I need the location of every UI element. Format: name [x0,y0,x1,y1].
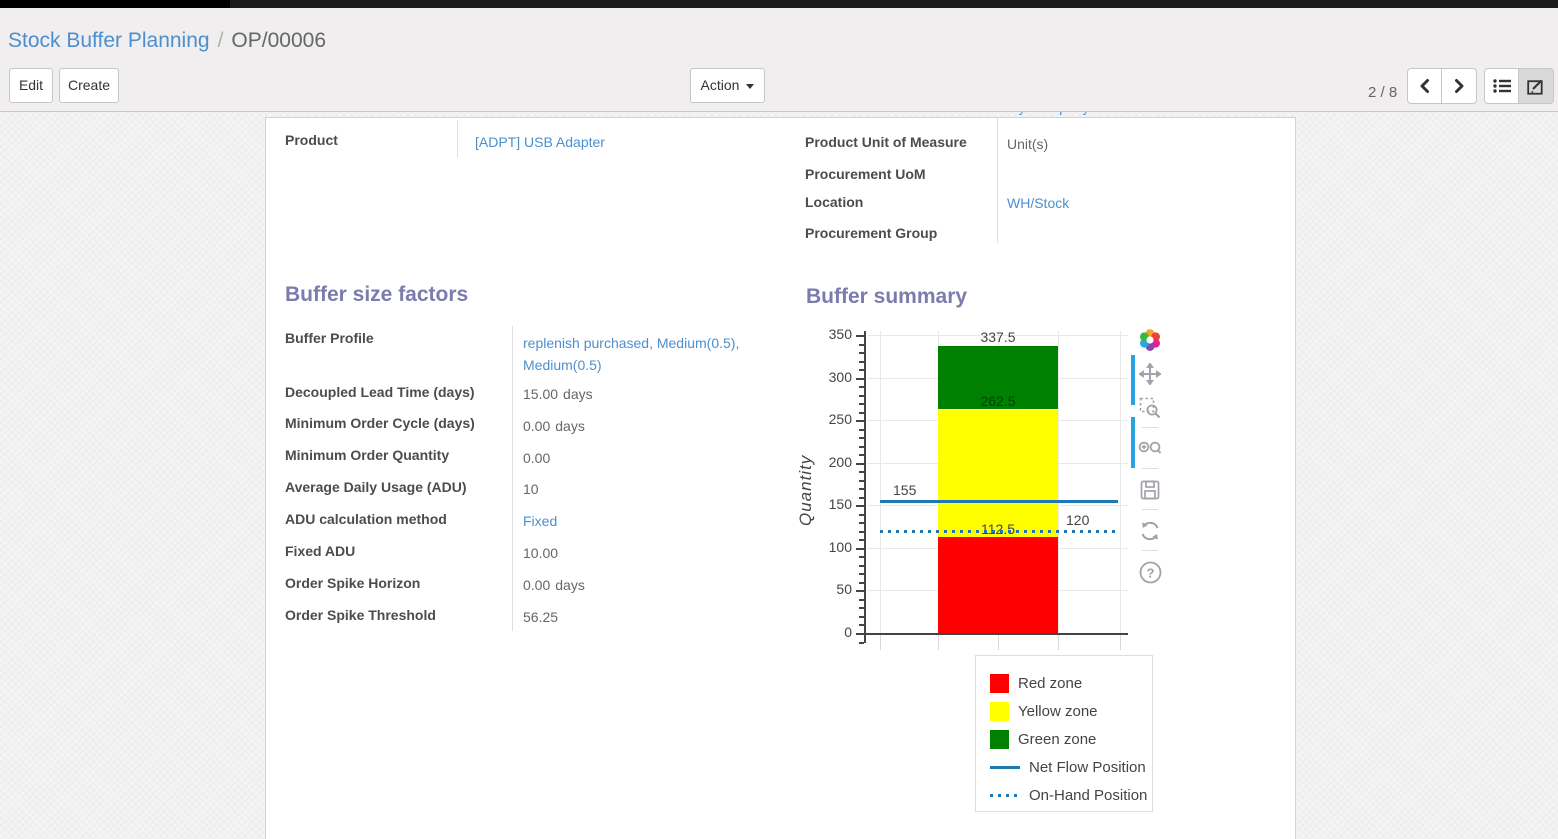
action-dropdown-button[interactable]: Action [690,68,765,103]
product-label: Product [285,132,338,148]
modebar-highlight [1131,355,1135,405]
pager-next-button[interactable] [1442,68,1477,104]
procurement-uom-label: Procurement UoM [805,166,926,182]
breadcrumb-parent-link[interactable]: Stock Buffer Planning [8,29,210,52]
svg-text:?: ? [1146,565,1154,580]
decoupled-lead-time-label: Decoupled Lead Time (days) [285,384,475,400]
breadcrumb: Stock Buffer Planning / OP/00006 [8,29,326,53]
pager-buttons [1407,68,1477,104]
minimum-order-cycle-value: 0.00 days [523,418,585,434]
fixed-adu-label: Fixed ADU [285,543,356,559]
decoupled-lead-time-value: 15.00 days [523,386,593,402]
order-spike-horizon-label: Order Spike Horizon [285,575,421,591]
chart-modebar: ? [1135,328,1165,594]
legend-item-red-zone[interactable]: Red zone [990,669,1152,697]
form-view-button[interactable] [1519,68,1554,104]
legend-item-on-hand-position[interactable]: On-Hand Position [990,781,1152,809]
legend-label: On-Hand Position [1029,786,1148,804]
average-daily-usage-value: 10 [523,481,539,497]
unit-suffix: days [555,418,585,434]
unit-suffix: days [563,386,593,402]
fixed-adu-value: 10.00 [523,545,559,561]
minimum-order-quantity-label: Minimum Order Quantity [285,447,450,463]
create-button[interactable]: Create [59,68,119,103]
product-uom-value: Unit(s) [1007,136,1049,152]
legend-label: Yellow zone [1018,702,1098,720]
list-view-icon [1492,79,1511,93]
minimum-order-quantity-value: 0.00 [523,450,551,466]
procurement-group-label: Procurement Group [805,225,938,241]
buffer-profile-label: Buffer Profile [285,330,374,346]
plotly-logo[interactable] [1137,328,1163,352]
top-menu-bar-left [0,0,230,8]
chart-legend: Red zone Yellow zone Green zone Net Flow… [975,655,1153,812]
column-separator [457,120,458,158]
green-zone-swatch [990,729,1009,749]
order-spike-threshold-label: Order Spike Threshold [285,607,436,623]
order-spike-threshold-value: 56.25 [523,609,559,625]
column-separator [512,326,513,631]
column-separator [997,118,998,243]
modebar-highlight [1131,417,1135,468]
product-uom-label: Product Unit of Measure [805,134,967,150]
legend-item-green-zone[interactable]: Green zone [990,725,1152,753]
yellow-zone-swatch [990,701,1009,721]
minimum-order-cycle-label: Minimum Order Cycle (days) [285,415,475,431]
modebar-separator [1142,427,1158,428]
adu-calculation-method-value-link[interactable]: Fixed [523,513,558,529]
net-flow-line-swatch [990,765,1020,769]
pan-icon[interactable] [1137,362,1163,386]
order-spike-horizon-value: 0.00 days [523,577,585,593]
product-value-link[interactable]: [ADPT] USB Adapter [475,134,605,150]
chevron-down-icon [746,83,755,89]
zoom-in-out-icon[interactable] [1137,437,1163,461]
buffer-profile-value-link[interactable]: replenish purchased, Medium(0.5), Medium… [523,335,740,373]
location-value-link[interactable]: WH/Stock [1007,195,1070,211]
next-icon [1455,79,1464,93]
red-zone-swatch [990,673,1009,693]
reset-axes-icon[interactable] [1137,519,1163,543]
legend-label: Net Flow Position [1029,758,1146,776]
view-switcher [1484,68,1554,104]
list-view-button[interactable] [1484,68,1519,104]
company-field-partial: My Company [1007,112,1167,118]
y-axis-title: Quantity [796,454,815,526]
edit-button[interactable]: Edit [9,68,53,103]
pager-previous-button[interactable] [1407,68,1442,104]
modebar-separator [1142,550,1158,551]
breadcrumb-separator: / [217,29,224,52]
save-icon[interactable] [1137,478,1163,502]
breadcrumb-current: OP/00006 [231,29,326,52]
legend-label: Green zone [1018,730,1097,748]
average-daily-usage-label: Average Daily Usage (ADU) [285,479,467,495]
legend-item-yellow-zone[interactable]: Yellow zone [990,697,1152,725]
form-view-icon [1527,79,1543,95]
adu-calculation-method-label: ADU calculation method [285,511,447,527]
top-menu-bar [0,0,1558,8]
legend-item-net-flow-position[interactable]: Net Flow Position [990,753,1152,781]
buffer-size-factors-title: Buffer size factors [285,283,469,306]
box-zoom-icon[interactable] [1137,396,1163,420]
pager-count: 2 / 8 [1368,84,1398,101]
control-panel: Stock Buffer Planning / OP/00006 Edit Crea… [0,8,1558,112]
modebar-separator [1142,468,1158,469]
unit-suffix: days [555,577,585,593]
help-icon[interactable]: ? [1137,560,1163,584]
legend-label: Red zone [1018,674,1083,692]
on-hand-line-swatch [990,793,1020,797]
modebar-separator [1142,509,1158,510]
prev-icon [1420,79,1429,93]
buffer-summary-title: Buffer summary [806,285,968,308]
location-label: Location [805,194,864,210]
